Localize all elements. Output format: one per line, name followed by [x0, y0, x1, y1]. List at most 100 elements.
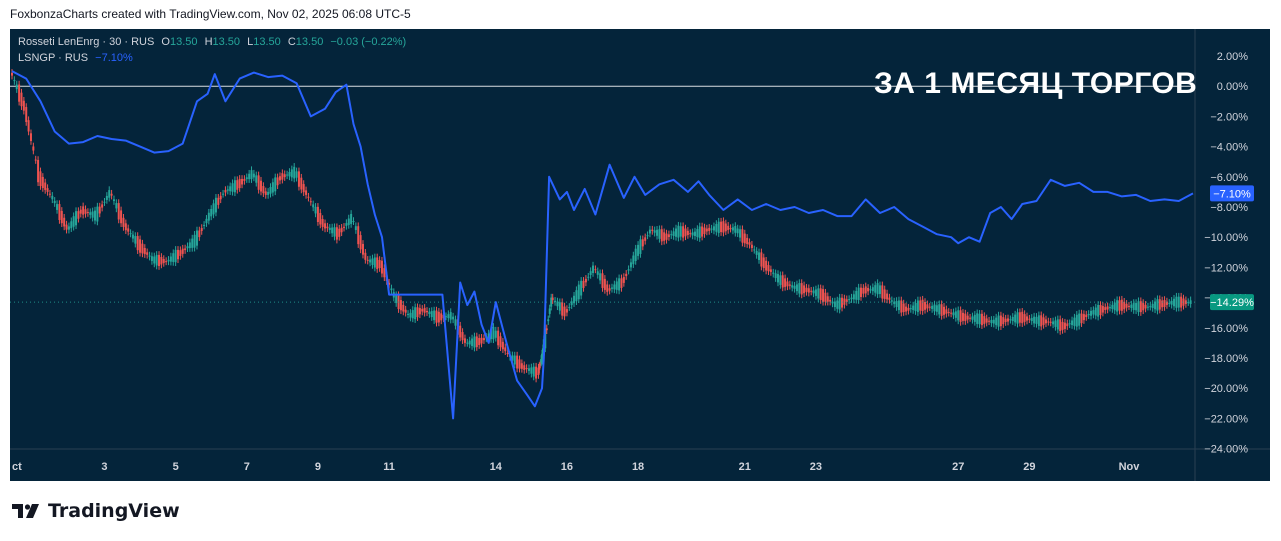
candle-body — [1184, 300, 1187, 304]
candle-body — [736, 228, 739, 234]
candle-body — [89, 212, 92, 215]
candle-body — [788, 284, 791, 286]
candle-body — [146, 252, 149, 255]
candle-body — [84, 209, 87, 214]
candle-body — [663, 232, 666, 241]
x-tick-label: Nov — [1119, 461, 1141, 473]
candle-body — [1094, 307, 1097, 316]
candle-body — [264, 191, 267, 195]
candle-body — [886, 293, 889, 300]
candle-body — [1127, 305, 1130, 307]
candle-body — [497, 330, 500, 346]
candle-body — [888, 297, 891, 300]
candle-body — [1030, 317, 1033, 322]
legend-compare-symbol[interactable]: LSNGP · RUS — [18, 52, 89, 64]
candle-body — [637, 244, 640, 256]
candle-body — [124, 223, 127, 231]
candle-body — [257, 175, 260, 190]
candle-body — [919, 300, 922, 311]
legend-main-symbol[interactable]: Rosseti LenEnrg · 30 · RUS — [18, 36, 155, 48]
candle-body — [1182, 298, 1185, 306]
candle-body — [653, 230, 656, 233]
chart-area[interactable]: 2.00% 0.00% −2.00% −4.00% −6.00% −8.00% −10.00… — [10, 29, 1270, 481]
candle-body — [926, 304, 929, 309]
candle-body — [848, 299, 851, 301]
candle-body — [241, 178, 244, 185]
candle-body — [283, 174, 286, 178]
candle-body — [252, 173, 255, 178]
candle-body — [978, 313, 981, 325]
candle-body — [309, 201, 312, 203]
candle-body — [357, 226, 360, 245]
candle-body — [293, 166, 296, 179]
candle-body — [945, 309, 948, 314]
candle-body — [1163, 300, 1166, 308]
candle-body — [550, 297, 553, 307]
candle-body — [143, 247, 146, 255]
candle-body — [855, 290, 858, 300]
candle-body — [1085, 314, 1088, 318]
candle-body — [897, 300, 900, 311]
candle-body — [459, 325, 462, 338]
candle-body — [117, 203, 120, 220]
candle-body — [96, 206, 99, 222]
candle-body — [482, 338, 485, 341]
candle-body — [79, 209, 82, 214]
candle-body — [139, 239, 142, 253]
candle-body — [172, 253, 175, 262]
candle-body — [746, 237, 749, 245]
candle-body — [67, 226, 70, 230]
candle-body — [708, 227, 711, 231]
candle-body — [255, 175, 258, 183]
candle-body — [136, 236, 139, 251]
candle-body — [1009, 319, 1012, 321]
candle-body — [1033, 316, 1036, 324]
candle-body — [845, 299, 848, 302]
candle-body — [826, 296, 829, 302]
candle-body — [890, 300, 893, 302]
candle-body — [739, 229, 742, 238]
candle-body — [91, 211, 94, 218]
candle-body — [411, 310, 414, 319]
candle-body — [1021, 311, 1024, 324]
candle-body — [538, 365, 541, 370]
candle-body — [753, 249, 756, 251]
tradingview-logo[interactable]: TradingView — [12, 500, 180, 522]
candle-body — [1132, 303, 1135, 311]
candle-body — [565, 309, 568, 313]
candle-body — [573, 295, 576, 304]
candle-body — [60, 210, 63, 224]
y-tick-label: −16.00% — [1204, 323, 1248, 335]
candle-body — [800, 283, 803, 295]
candle-body — [371, 258, 374, 265]
candle-body — [288, 171, 291, 177]
candle-body — [193, 234, 196, 248]
candle-body — [724, 223, 727, 232]
candle-body — [765, 260, 768, 271]
y-tick-label: −22.00% — [1204, 413, 1248, 425]
candle-body — [703, 227, 706, 235]
candle-body — [905, 306, 908, 312]
candle-body — [1014, 314, 1017, 323]
candle-body — [307, 196, 310, 198]
candle-body — [762, 257, 765, 269]
candle-body — [656, 229, 659, 236]
candle-body — [44, 182, 47, 190]
candle-body — [731, 227, 734, 231]
price-chart[interactable]: 2.00% 0.00% −2.00% −4.00% −6.00% −8.00% −10.00… — [10, 29, 1270, 481]
candle-body — [933, 304, 936, 312]
y-tick-label: −2.00% — [1210, 111, 1248, 123]
candle-body — [618, 278, 621, 291]
candle-body — [492, 326, 495, 340]
candle-body — [141, 243, 144, 254]
candle-body — [53, 200, 56, 204]
candle-body — [999, 315, 1002, 327]
candle-body — [174, 249, 177, 263]
candle-body — [110, 193, 113, 196]
x-tick-label: 9 — [315, 461, 321, 473]
candle-body — [1061, 321, 1064, 330]
x-tick-label: 18 — [632, 461, 644, 473]
candle-body — [343, 226, 346, 228]
candle-body — [46, 188, 49, 192]
candle-body — [226, 189, 229, 191]
